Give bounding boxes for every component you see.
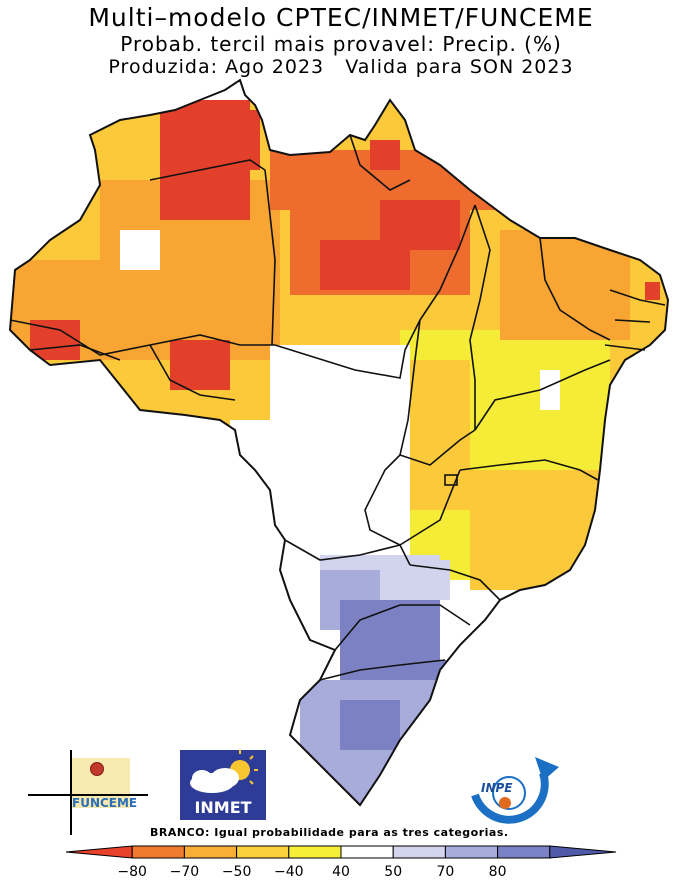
funceme-dot-icon	[90, 762, 104, 776]
inpe-logo-text: INPE	[481, 781, 513, 795]
legend-bars	[65, 845, 617, 859]
legend-swatch	[183, 845, 238, 859]
region-dark-red-rn	[645, 282, 660, 300]
state-border-go-mg	[399, 469, 461, 546]
state-border-sc	[319, 659, 446, 681]
legend-tick-label: −70	[170, 864, 200, 880]
legend-tick-label: −40	[274, 864, 304, 880]
map-subtitle: Probab. tercil mais provavel: Precip. (%…	[120, 32, 562, 56]
legend-swatch	[65, 845, 133, 859]
region-white-mt	[270, 345, 410, 545]
legend-tick-label: 50	[384, 864, 402, 880]
inmet-logo: INMET	[180, 750, 266, 820]
inpe-arrow-icon	[471, 757, 559, 824]
state-border-ap	[349, 134, 411, 191]
legend-tick-label: 80	[489, 864, 507, 880]
legend-tick-label: −80	[117, 864, 147, 880]
state-border-sp	[409, 564, 501, 601]
legend-tick-label: 40	[332, 864, 350, 880]
df-outline	[444, 474, 458, 486]
state-border-pr	[334, 604, 471, 651]
legend-note: BRANCO: Igual probabilidade para as tres…	[150, 826, 509, 839]
state-border-pa-ma	[419, 204, 476, 321]
legend-swatch	[549, 845, 617, 859]
legend-swatch	[131, 845, 185, 859]
region-blue-pr	[340, 600, 450, 680]
legend-swatch	[340, 845, 394, 859]
funceme-vertical-line	[70, 750, 72, 835]
legend-swatch	[392, 845, 446, 859]
state-border-ma-pi	[469, 204, 491, 430]
state-border-ne-small	[604, 289, 666, 351]
region-yellow-ba-strip	[560, 350, 600, 430]
region-dark-red-ap	[370, 140, 400, 170]
state-borders	[9, 79, 669, 806]
region-dark-red-pa-2	[380, 200, 460, 250]
region-white-am-spot	[120, 230, 160, 270]
legend-tick-label: −50	[222, 864, 252, 880]
legend-swatch	[236, 845, 290, 859]
state-border-pi-ce	[539, 237, 611, 341]
state-border-ms	[284, 539, 411, 566]
region-blue-rs-center	[340, 700, 400, 750]
state-border-ro	[149, 344, 236, 401]
title-block: Multi–modelo CPTEC/INMET/FUNCEME Probab.…	[0, 3, 682, 79]
funceme-logo: FUNCEME	[28, 750, 148, 835]
inmet-logo-text: INMET	[194, 798, 252, 817]
state-border-pa-am	[264, 169, 276, 346]
inpe-logo: INPE	[465, 745, 565, 825]
funceme-logo-text: FUNCEME	[72, 796, 138, 810]
legend-tick-labels: −80 −70 −50 −40 40 50 70 80	[117, 864, 506, 880]
state-border-pa-mt	[274, 319, 421, 379]
state-border-ac	[29, 344, 121, 361]
legend-tick-label: 70	[436, 864, 454, 880]
funceme-horizontal-line	[28, 794, 148, 796]
legend-swatch	[444, 845, 499, 859]
map-validity: Produzida: Ago 2023 Valida para SON 2023	[0, 56, 682, 78]
legend-swatch	[288, 845, 342, 859]
state-border-ba-mg	[459, 459, 599, 481]
inmet-cloud-sun-icon	[190, 750, 258, 793]
region-dark-red-ac	[30, 320, 80, 360]
produced-date: Produzida: Ago 2023	[108, 56, 325, 78]
region-light-blue-mg-south	[380, 560, 450, 600]
region-dark-red-ro	[170, 340, 230, 390]
map-title: Multi–modelo CPTEC/INMET/FUNCEME	[88, 3, 594, 32]
state-border-ba	[474, 359, 611, 431]
valid-period: Valida para SON 2023	[345, 56, 574, 78]
legend-swatch	[497, 845, 551, 859]
state-border-rr	[149, 159, 266, 181]
state-border-mt-go	[364, 454, 401, 546]
